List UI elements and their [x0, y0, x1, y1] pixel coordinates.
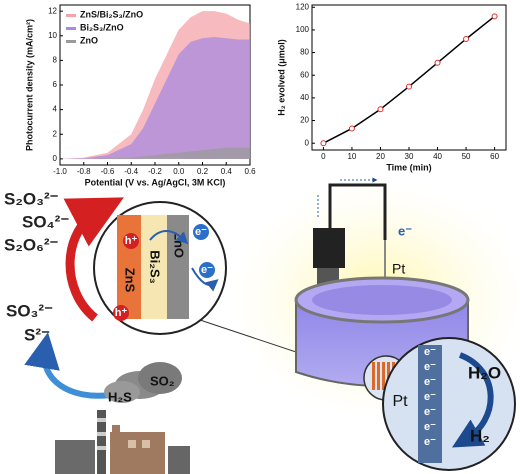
legend-label: ZnO — [80, 35, 98, 45]
x-tick-label: 40 — [433, 152, 442, 161]
layer-label: Bi₂S₃ — [148, 250, 163, 283]
product-label: H₂ — [470, 426, 490, 445]
x-tick-label: -0.6 — [101, 167, 115, 176]
x-tick-label: 0.2 — [197, 167, 209, 176]
oxidation-arrow — [63, 197, 124, 322]
charts: -1.0 -0.8 -0.6 -0.4 -0.2 0.0 0.2 0.4 0.6 0 2 4 6 8 10 1… — [24, 2, 507, 187]
area — [60, 37, 250, 159]
y-tick-label: 120 — [296, 2, 310, 11]
x-axis-label: Time (min) — [386, 162, 431, 172]
y-tick-label: 0 — [53, 154, 58, 163]
electron — [193, 224, 209, 240]
area — [60, 147, 250, 159]
gas-label: SO₂ — [150, 373, 175, 388]
ion: S₂O₆²⁻ — [4, 235, 58, 254]
x-tick-label: 30 — [405, 152, 414, 161]
electron-label: e⁻ — [424, 436, 436, 448]
hole-label: h⁺ — [115, 307, 128, 319]
y-tick-label: 20 — [300, 116, 309, 125]
y-tick-label: 10 — [48, 31, 57, 40]
x-tick-label: -0.2 — [148, 167, 162, 176]
y-tick-label: 2 — [53, 129, 58, 138]
electron — [199, 262, 215, 278]
line — [323, 15, 496, 144]
y-axis-label: H₂ evolved (μmol) — [276, 39, 286, 116]
electron-label: e⁻ — [424, 376, 436, 388]
wire — [328, 183, 387, 240]
x-tick-label: 50 — [462, 152, 471, 161]
electron-label: e⁻ — [424, 361, 436, 373]
electron-arrow — [191, 267, 219, 292]
x-tick-label: -0.4 — [124, 167, 138, 176]
y-tick-label: 80 — [300, 48, 309, 57]
legend-label: ZnS/Bi₂S₃/ZnO — [80, 9, 143, 19]
y-tick-label: 0 — [305, 138, 310, 147]
marker — [320, 140, 327, 147]
electron-label: e⁻ — [424, 406, 436, 418]
marker — [377, 106, 384, 113]
x-tick-label: 0.6 — [244, 167, 256, 176]
x-tick-label: -1.0 — [53, 167, 67, 176]
marker — [434, 59, 441, 66]
legend-swatch — [66, 14, 76, 17]
x-tick-label: 0.0 — [173, 167, 185, 176]
y-tick-label: 100 — [296, 25, 310, 34]
y-tick-label: 4 — [53, 105, 58, 114]
pt-label: Pt — [392, 261, 405, 277]
layer-label: ZnS — [123, 268, 138, 293]
x-tick-label: 0.4 — [221, 167, 233, 176]
pt-label: Pt — [392, 393, 408, 410]
y-tick-label: 8 — [53, 55, 58, 64]
marker — [348, 125, 355, 132]
electron-label: e⁻ — [424, 391, 436, 403]
y-tick-label: 40 — [300, 93, 309, 102]
reduction-arrow — [451, 352, 494, 448]
factory — [55, 410, 190, 474]
x-tick-label: 60 — [490, 152, 499, 161]
x-tick-label: -0.8 — [77, 167, 91, 176]
y-tick-label: 12 — [48, 6, 57, 15]
cloud — [104, 362, 182, 403]
legend-label: Bi₂S₃/ZnO — [80, 22, 124, 32]
x-tick-label: 0 — [321, 152, 326, 161]
photoanode-holder — [313, 228, 345, 268]
legend-swatch — [66, 27, 76, 30]
ion: SO₃²⁻ — [6, 301, 53, 320]
y-tick-label: 60 — [300, 70, 309, 79]
pt-electrode — [418, 345, 442, 463]
x-tick-label: 10 — [347, 152, 356, 161]
x-tick-label: 20 — [376, 152, 385, 161]
electron-label: e⁻ — [424, 421, 436, 433]
legend-swatch — [66, 40, 76, 43]
gas-label: H₂S — [108, 389, 132, 404]
hole — [123, 233, 139, 249]
electron-label: e⁻ — [424, 346, 436, 358]
recycle-arrow — [24, 332, 111, 399]
electron-label: e⁻ — [201, 264, 213, 276]
ion: S²⁻ — [24, 325, 50, 344]
marker — [491, 13, 498, 20]
electron-stack: e⁻ e⁻ e⁻ e⁻ e⁻ e⁻ e⁻ — [424, 346, 436, 448]
ion: S₂O₃²⁻ — [4, 189, 59, 208]
marker — [406, 83, 412, 90]
y-tick-label: 6 — [53, 80, 58, 89]
wire-electron-label: e⁻ — [398, 223, 412, 238]
marker — [463, 35, 470, 42]
electron-label: e⁻ — [195, 226, 207, 238]
zns-layer — [117, 215, 141, 319]
y-axis-label: Photocurrent density (mA/cm²) — [24, 19, 34, 151]
liquid-surface — [312, 285, 452, 315]
x-axis-label: Potential (V vs. Ag/AgCl, 3M KCl) — [85, 177, 226, 187]
plot-frame — [311, 4, 507, 151]
hole-label: h⁺ — [125, 235, 138, 247]
reactant-label: H₂O — [468, 363, 501, 382]
ion: SO₄²⁻ — [22, 212, 69, 231]
electron-arrow — [149, 230, 189, 245]
hole — [113, 305, 129, 321]
